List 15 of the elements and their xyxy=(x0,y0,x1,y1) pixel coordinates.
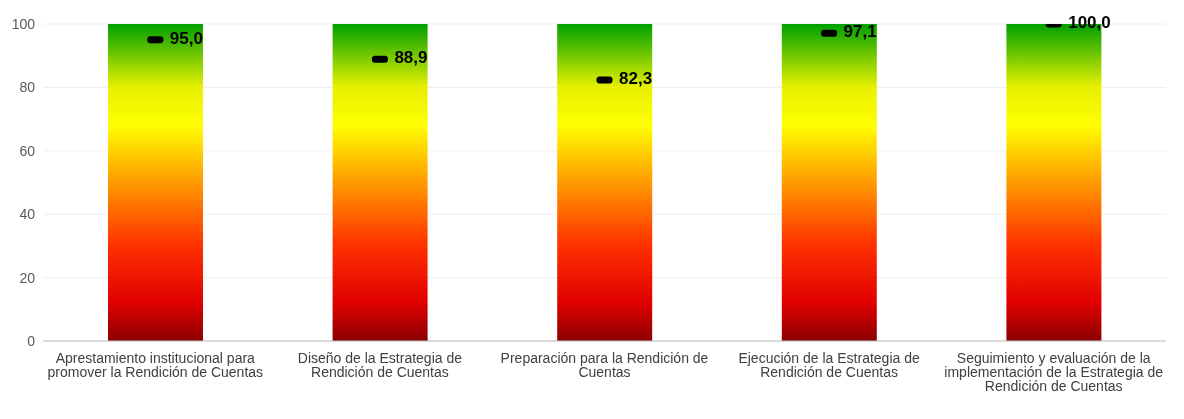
x-tick-label: Ejecución de la Estrategia de Rendición de Cuentas xyxy=(738,349,920,380)
x-tick-label: Aprestamiento institucional para promover la Rendición de Cuentas xyxy=(47,349,264,380)
x-tick-label: Seguimiento y evaluación de la implementación de la Estrategia de Rendición de Cuentas xyxy=(944,349,1164,394)
y-tick-label: 0 xyxy=(27,332,36,349)
y-tick-label: 60 xyxy=(19,142,36,159)
data-label: 95,0 xyxy=(169,28,203,48)
x-tick-label: Diseño de la Estrategia de Rendición de Cuentas xyxy=(297,349,463,380)
data-label: 97,1 xyxy=(843,22,877,42)
y-tick-label: 40 xyxy=(19,206,36,223)
data-label: 82,3 xyxy=(619,69,653,89)
data-label: 88,9 xyxy=(394,48,428,68)
x-tick-label: Preparación para la Rendición de Cuentas xyxy=(500,349,709,380)
y-tick-label: 20 xyxy=(19,269,36,286)
y-tick-label: 80 xyxy=(19,79,36,96)
y-tick-label: 100 xyxy=(11,15,36,32)
